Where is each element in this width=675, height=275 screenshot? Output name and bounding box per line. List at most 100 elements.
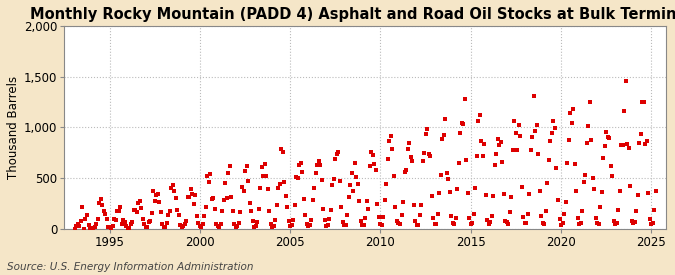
Point [586,138,597,142]
Point [437,137,448,141]
Point [116,221,127,226]
Point [121,224,132,228]
Point [149,199,160,204]
Point [173,213,184,217]
Point [203,180,214,185]
Point [504,210,515,214]
Point [483,222,494,226]
Point [170,196,181,200]
Point [563,138,574,142]
Point [562,161,572,165]
Point [95,196,106,201]
Point [334,178,345,183]
Point [432,211,443,216]
Point [176,225,187,229]
Point [526,148,537,152]
Point [327,183,338,187]
Point [645,217,655,221]
Point [406,158,417,163]
Point [119,220,130,224]
Point [80,217,91,222]
Point [285,223,296,228]
Point [207,197,217,202]
Point [267,224,277,229]
Point [646,221,657,226]
Point [578,180,589,185]
Point [148,189,159,193]
Point [234,221,244,226]
Point [489,163,500,167]
Point [73,222,84,227]
Point [626,219,637,223]
Point [428,216,439,221]
Point [548,119,559,124]
Point [429,222,440,226]
Point [502,220,512,224]
Point [477,153,488,158]
Point [485,220,495,225]
Point [352,181,363,186]
Point [126,222,136,227]
Point [565,111,576,116]
Point [313,159,324,163]
Point [250,224,261,229]
Point [587,176,598,181]
Point [533,152,544,156]
Point [211,222,222,227]
Point [473,119,484,123]
Point [450,215,461,220]
Point [237,185,248,189]
Point [92,217,103,222]
Point [518,215,529,220]
Point [196,225,207,229]
Point [90,222,101,226]
Point [551,166,562,170]
Point [491,152,502,156]
Point [192,214,202,218]
Point [247,219,258,224]
Point [292,176,303,181]
Point [439,117,450,122]
Point [392,219,402,224]
Point [381,182,392,186]
Point [537,221,548,225]
Point [180,222,190,226]
Point [307,198,318,202]
Point [493,137,504,142]
Point [94,201,105,206]
Point [271,203,282,208]
Point [556,222,566,227]
Point [576,209,587,213]
Point [225,164,236,169]
Point [464,216,475,221]
Point [134,199,145,204]
Point [554,217,565,221]
Point [402,146,413,151]
Point [346,171,357,175]
Point [262,186,273,191]
Point [74,224,85,229]
Point [448,221,458,225]
Point [235,210,246,214]
Point [246,209,256,213]
Point [498,192,509,197]
Point [462,191,473,195]
Point [232,224,243,228]
Point [159,224,169,229]
Point [475,112,485,117]
Point [100,211,111,216]
Point [570,189,581,193]
Point [616,143,626,148]
Point [514,122,524,127]
Point [145,219,156,223]
Point [348,189,358,194]
Point [488,194,499,198]
Point [647,221,658,225]
Point [290,203,300,208]
Point [416,203,427,207]
Point [383,157,394,161]
Point [209,207,220,211]
Point [229,221,240,226]
Point [338,220,348,224]
Point [536,214,547,218]
